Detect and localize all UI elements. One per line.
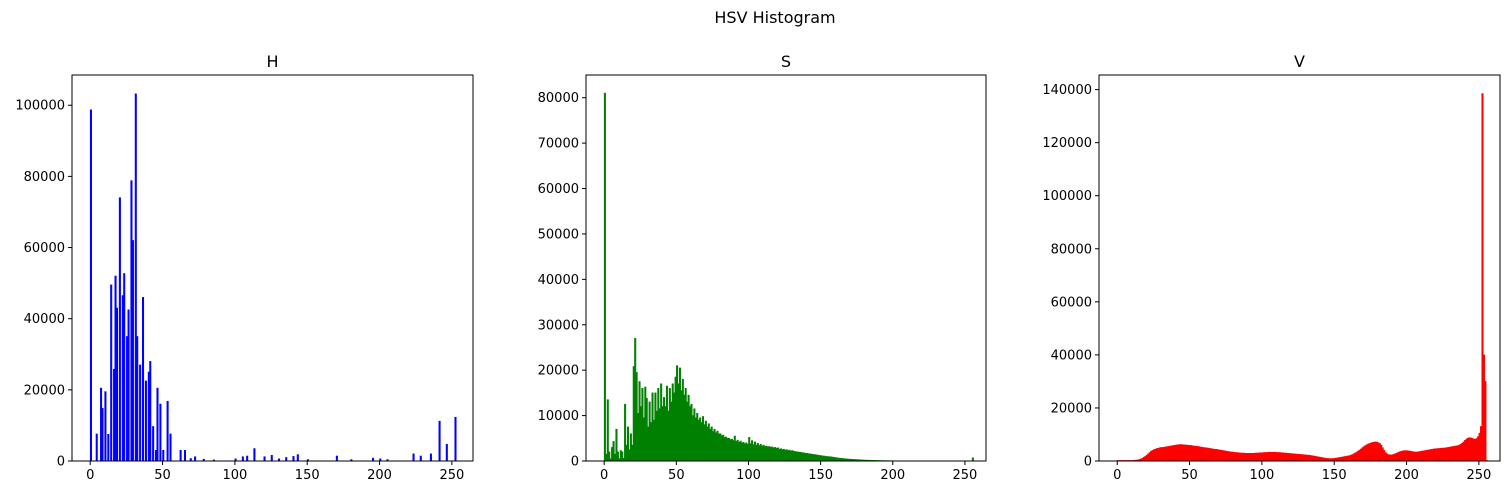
y-tick-label: 0 (571, 455, 579, 470)
histogram-bar (263, 456, 266, 462)
y-tick-label: 100000 (1042, 189, 1092, 204)
y-tick-label: 60000 (24, 241, 65, 256)
x-tick-label: 200 (367, 468, 392, 483)
histogram-bar (110, 284, 113, 462)
histogram-bar (179, 450, 182, 462)
x-tick-label: 50 (1181, 468, 1198, 483)
histogram-bar (445, 443, 448, 462)
histogram-bar (144, 380, 147, 462)
x-tick-label: 100 (736, 468, 761, 483)
histogram-bar (438, 420, 441, 462)
histogram-bar (95, 433, 98, 462)
y-tick-label: 40000 (24, 312, 65, 327)
axes-frame (71, 74, 474, 462)
y-tick-label: 0 (1084, 455, 1092, 470)
histogram-bar (454, 416, 457, 462)
y-tick-label: 30000 (538, 318, 579, 333)
histogram-bars (89, 93, 457, 462)
x-tick-label: 50 (154, 468, 171, 483)
x-tick-label: 150 (295, 468, 320, 483)
y-tick-label: 70000 (538, 137, 579, 152)
histogram-bar (335, 455, 338, 462)
histogram-bar (429, 453, 432, 462)
y-tick-label: 120000 (1042, 136, 1092, 151)
x-tick-label: 50 (668, 468, 685, 483)
histogram-bar (183, 450, 187, 462)
x-tick-label: 250 (439, 468, 464, 483)
histogram-bar (149, 361, 152, 462)
histogram-bar (253, 448, 256, 462)
histogram-bar (127, 309, 130, 462)
y-tick-label: 40000 (538, 273, 579, 288)
subplot-title: H (266, 52, 278, 71)
histogram-bar (131, 240, 134, 462)
x-tick-label: 150 (1322, 468, 1347, 483)
histogram-bar (241, 456, 244, 462)
histogram-bar (107, 434, 110, 462)
subplots: H0 50 100 150 200 250020000400006000080000100… (15, 52, 1501, 483)
subplot-title: V (1294, 52, 1305, 71)
x-tick-label: 100 (1249, 468, 1274, 483)
subplot-title: S (781, 52, 791, 71)
y-tick-label: 0 (57, 455, 65, 470)
x-tick-label: 0 (1113, 468, 1121, 483)
histogram-bar (285, 457, 288, 462)
x-tick-label: 250 (1466, 468, 1491, 483)
histogram-bar (156, 387, 159, 462)
y-tick-label: 140000 (1042, 83, 1092, 98)
x-tick-label: 0 (600, 468, 608, 483)
y-tick-label: 80000 (1051, 242, 1092, 257)
x-tick-label: 200 (1394, 468, 1419, 483)
histogram-bar (123, 273, 126, 462)
y-tick-label: 20000 (24, 383, 65, 398)
subplot-v: V 0 50 100 150 200 250 0 20000 40000 60000 80000 100… (1042, 52, 1501, 483)
y-tick-label: 80000 (24, 170, 65, 185)
histogram-bar (115, 307, 119, 462)
histogram-bar (101, 408, 104, 462)
histogram-bar (162, 450, 165, 462)
figure-suptitle: HSV Histogram (714, 8, 835, 27)
histogram-bar (142, 297, 145, 462)
y-tick-label: 80000 (538, 91, 579, 106)
y-tick-label: 20000 (538, 364, 579, 379)
x-tick-label: 150 (808, 468, 833, 483)
histogram-bar (139, 364, 142, 462)
histogram-bar (270, 455, 273, 462)
x-tick-label: 250 (953, 468, 978, 483)
y-tick-label: 100000 (15, 99, 65, 114)
subplot-s: S 0 50 100 150 200 250 0 10000 20000 30000 40000 500… (538, 52, 987, 483)
histogram-bar (159, 403, 162, 462)
axes-frame (1098, 74, 1501, 462)
histogram-bar (194, 456, 197, 462)
histogram-bar (118, 197, 121, 462)
x-tick-label: 100 (222, 468, 247, 483)
histogram-bar (296, 454, 299, 462)
histogram-bar (166, 400, 169, 462)
histogram-bar (104, 391, 107, 462)
y-tick-label: 40000 (1051, 348, 1092, 363)
y-tick-label: 20000 (1051, 401, 1092, 416)
y-tick-label: 60000 (1051, 295, 1092, 310)
y-tick-label: 60000 (538, 182, 579, 197)
x-tick-label: 0 (86, 468, 94, 483)
histogram-bar (419, 455, 422, 462)
x-tick-label: 200 (880, 468, 905, 483)
histogram-bar (169, 433, 172, 462)
subplot-h: H 0 50 100 150 200 250 0 20000 40000 60000 80000 100… (15, 52, 474, 483)
histogram-bar (89, 109, 92, 462)
histogram-bar (136, 336, 139, 462)
y-tick-label: 10000 (538, 409, 579, 424)
histogram-bar (292, 456, 295, 462)
histogram-bar (1484, 381, 1487, 462)
histogram-bar (412, 453, 415, 462)
axes-frame (585, 74, 987, 462)
histogram-bar (152, 426, 155, 462)
y-tick-label: 50000 (538, 227, 579, 242)
histogram-bar (603, 92, 606, 462)
histogram-bar (246, 455, 249, 462)
